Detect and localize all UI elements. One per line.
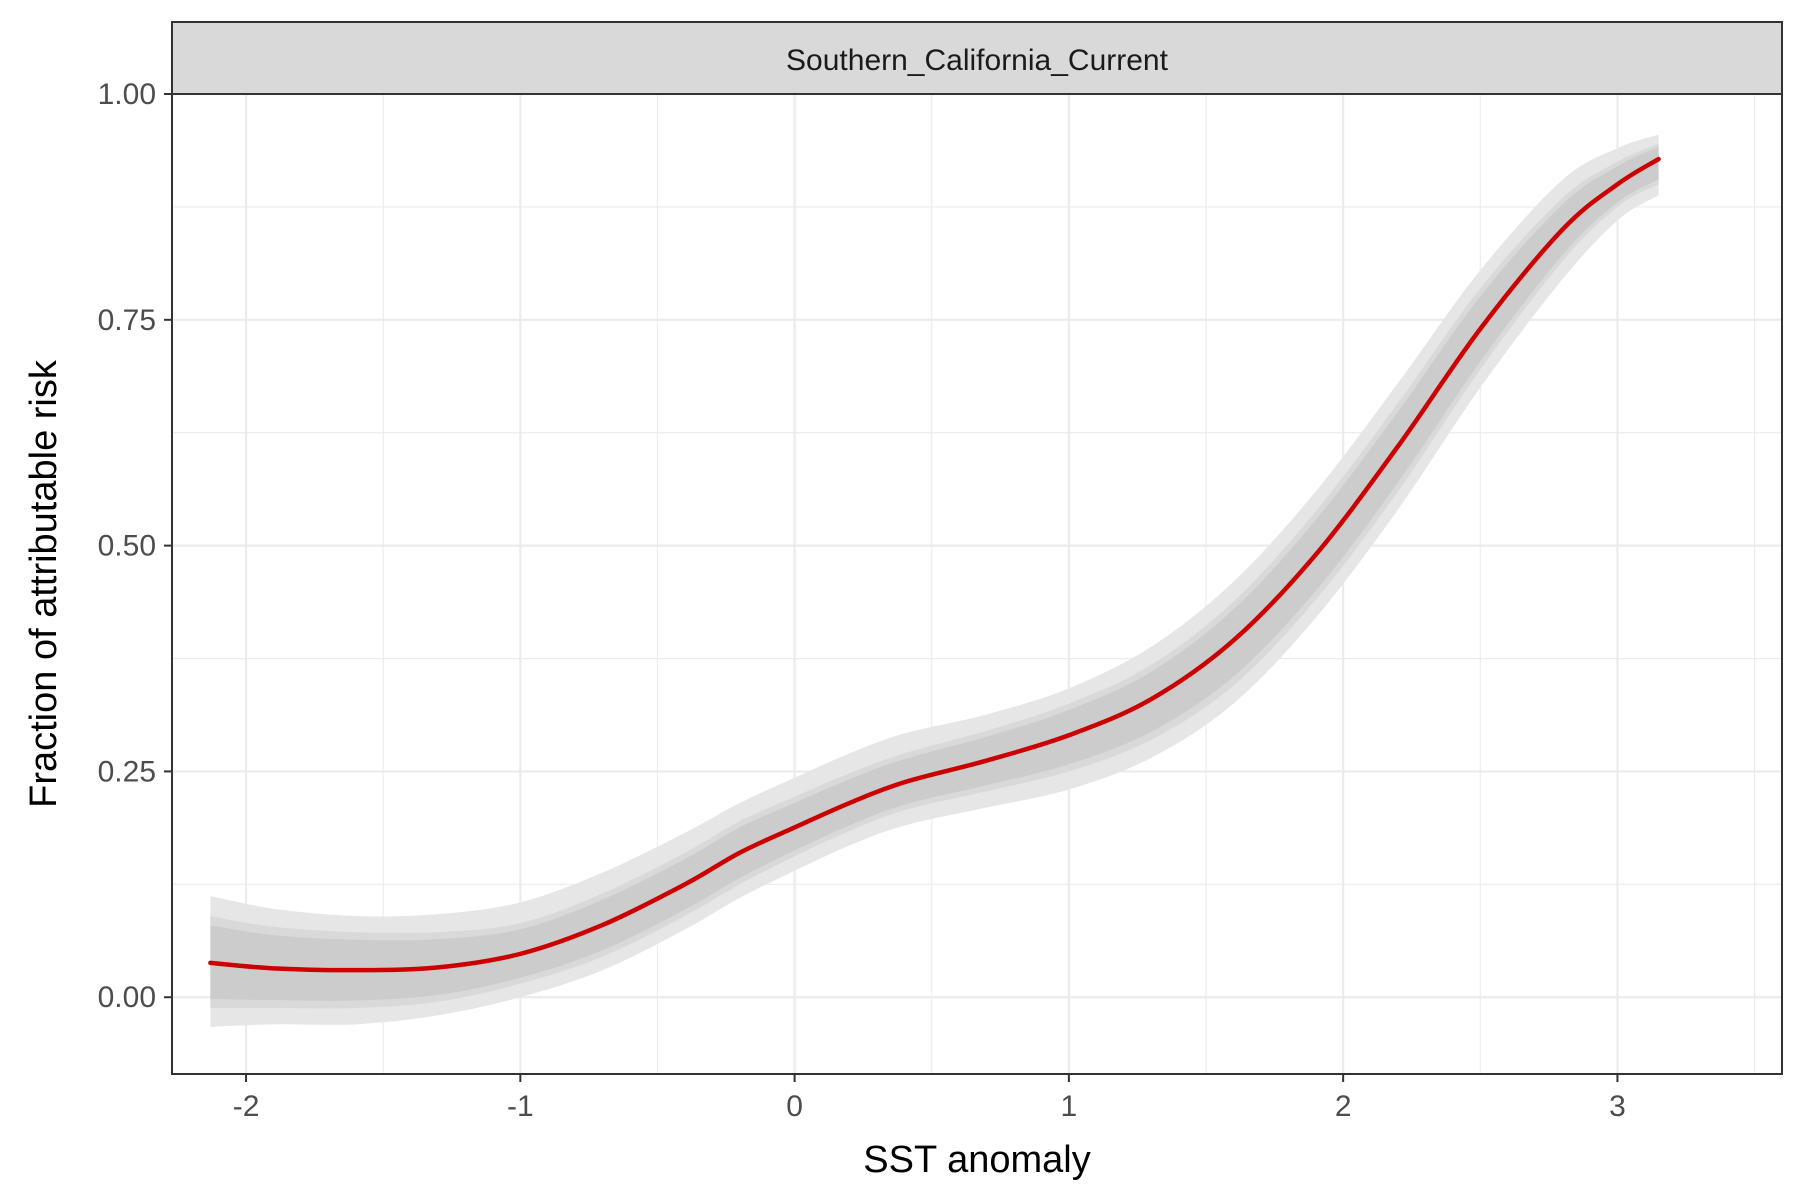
y-axis-title: Fraction of attributable risk <box>23 359 65 808</box>
facet-strip <box>171 21 1783 95</box>
x-axis-title: SST anomaly <box>863 1139 1090 1181</box>
y-tick-label: 0.25 <box>98 755 156 788</box>
y-tick-label: 1.00 <box>98 78 156 111</box>
y-tick-label: 0.00 <box>98 981 156 1014</box>
series-lines <box>208 156 1661 973</box>
x-tick-label: -1 <box>507 1090 534 1123</box>
y-tick-label: 0.75 <box>98 304 156 337</box>
x-axis: -2 -1 0 1 2 3 <box>233 1074 1626 1123</box>
x-tick-label: 3 <box>1609 1090 1626 1123</box>
facet-label: Southern_California_Current <box>786 44 1169 77</box>
y-tick-label: 0.50 <box>98 530 156 563</box>
x-tick-label: 1 <box>1061 1090 1078 1123</box>
x-tick-label: -2 <box>233 1090 260 1123</box>
y-axis: 0.00 0.25 0.50 0.75 1.00 <box>98 78 172 1014</box>
series-line <box>208 156 1661 973</box>
confidence-bands <box>210 134 1659 1028</box>
x-tick-label: 0 <box>786 1090 803 1123</box>
x-tick-label: 2 <box>1335 1090 1352 1123</box>
